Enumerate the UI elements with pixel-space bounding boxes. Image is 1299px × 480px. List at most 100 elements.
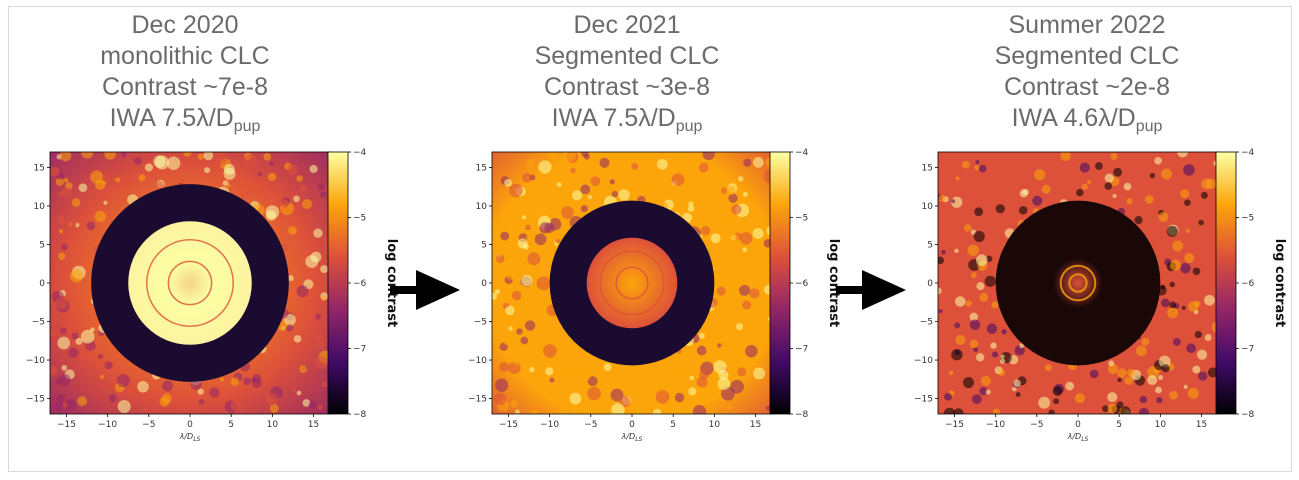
panel-1-iwa: IWA 7.5λ/Dpup [35,103,335,135]
speckle [526,345,538,356]
speckle [1183,384,1188,389]
colorbar-tick-label: −6 [1241,279,1255,289]
speckle [561,367,573,379]
speckle [531,409,539,414]
speckle [204,167,211,174]
panel-1-iwa-sub: pup [233,118,261,135]
speckle [1139,395,1148,404]
speckle [251,377,256,382]
speckle [269,404,279,413]
panel-3-title-line-3: Contrast ~2e-8 [1003,73,1171,101]
speckle [1166,225,1178,238]
speckle [241,193,247,199]
speckle [545,367,554,376]
speckle [55,177,64,186]
speckle [969,312,979,322]
speckle [517,238,528,249]
speckle [1107,403,1118,414]
speckle [127,389,139,401]
speckle [1184,252,1195,264]
speckle [661,178,667,185]
speckle [1081,183,1088,190]
speckle [941,250,946,255]
speckle [305,255,319,269]
speckle [979,386,988,396]
speckle [1192,267,1201,276]
speckle [644,404,650,409]
speckle [1127,368,1135,377]
speckle [973,347,979,353]
y-tick-label: 5 [481,240,487,250]
speckle [1200,191,1208,199]
speckle [529,366,535,373]
speckle [513,373,519,379]
speckle [314,333,323,342]
speckle [618,189,630,201]
speckle [1065,381,1075,391]
panel-2-title-line-3: Contrast ~3e-8 [543,73,711,101]
speckle [78,183,88,192]
speckle [50,166,60,177]
speckle [1022,189,1029,196]
colorbar-tick-label: −7 [353,345,366,355]
speckle [655,390,670,404]
speckle [742,191,748,197]
speckle [117,400,131,414]
speckle [978,164,987,173]
speckle [700,225,711,236]
speckle [503,336,513,346]
speckle [990,342,997,349]
colorbar-label: log contrast [1272,239,1287,327]
speckle [698,332,705,339]
y-tick-label: 10 [476,202,488,212]
speckle [288,226,297,235]
speckle [1141,337,1150,346]
speckle [1074,393,1085,404]
speckle [657,186,668,197]
speckle [99,374,104,379]
heatmap-image [50,152,330,414]
speckle [716,286,726,296]
speckle [710,233,721,244]
y-tick-label: −5 [32,318,45,328]
speckle [55,297,67,310]
speckle [1184,199,1191,207]
speckle [511,290,522,301]
speckle [953,408,964,414]
speckle [515,409,520,414]
speckle [68,347,79,358]
x-tick-label: 10 [267,420,279,430]
speckle [524,320,536,331]
speckle [245,190,253,198]
y-tick-label: 10 [922,202,934,212]
speckle [77,396,87,407]
speckle [692,404,707,414]
speckle [1154,156,1162,165]
speckle [611,190,619,198]
speckle [1149,172,1156,179]
speckle [688,387,697,396]
speckle [1181,305,1186,310]
speckle [494,289,501,295]
speckle [674,392,685,403]
speckle [153,155,166,168]
speckle [1180,189,1190,199]
speckle [720,316,729,325]
speckle [302,199,313,210]
panel-2-iwa-text: IWA 7.5λ/D [551,104,676,132]
speckle [742,247,748,253]
y-tick-label: −10 [468,356,487,366]
speckle [549,377,555,383]
speckle [223,163,235,175]
speckle [155,181,164,190]
speckle [954,322,961,329]
speckle [737,367,747,377]
colorbar [1215,151,1237,415]
psf-ring [167,260,213,306]
heatmap-panel-1: −15 −10 −5 0 5 10 15 −15 −10 −5 0 5 10 15 λ/DLS −4 −5 −6 −… [26,148,399,443]
panel-1-iwa-text: IWA 7.5λ/D [109,104,234,132]
speckle [1041,184,1051,194]
speckle [75,337,83,345]
x-axis-label: λ/DLS [179,432,201,443]
x-tick-label: −15 [499,420,518,430]
